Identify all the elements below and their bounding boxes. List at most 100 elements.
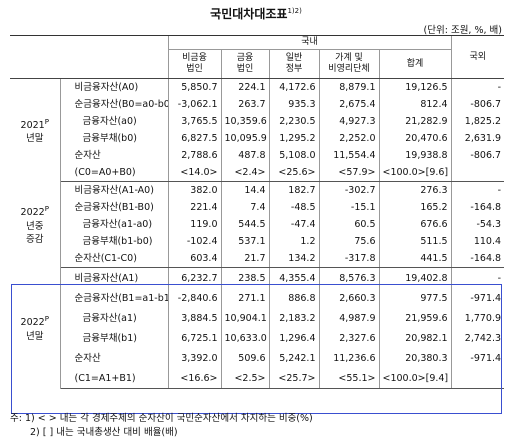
cell-value: <14.0> — [167, 164, 221, 182]
cell-value: 511.5 — [378, 233, 452, 250]
cell-value: 2,742.3 — [450, 328, 505, 348]
cell-value: 3,765.5 — [167, 113, 221, 130]
footnote-1: 주: 1) < > 내는 각 경제주체의 순자산이 국민순자산에서 차지하는 비… — [10, 413, 313, 424]
cell-value: <2.5> — [220, 368, 269, 389]
table-row: (C0=A0+B0) <14.0> <2.4> <25.6> <57.9> <100.0>… — [10, 164, 505, 182]
cell-value: 224.1 — [220, 78, 269, 96]
cell-value: 1.2 — [268, 233, 319, 250]
row-label: 금융자산(a0) — [82, 116, 137, 127]
header-foreign: 국외 — [450, 35, 505, 79]
cell-value: 263.7 — [220, 96, 269, 113]
cell-value: 2,631.9 — [450, 130, 505, 147]
cell-value: -47.4 — [268, 216, 319, 233]
table-title: 국민대차대조표1)2) — [210, 7, 302, 21]
cell-value: 119.0 — [167, 216, 221, 233]
cell-value: 3,884.5 — [167, 308, 221, 328]
cell-value: -102.4 — [167, 233, 221, 250]
cell-value: 2,675.4 — [318, 96, 379, 113]
cell-value: 2,327.6 — [318, 328, 379, 348]
cell-value: -164.8 — [450, 199, 505, 216]
table-row: 2022P 년말 비금융자산(A1) 6,232.7 238.5 4,355.4 8,576… — [10, 267, 505, 389]
table-row: 금융자산(a1) 3,884.5 10,904.1 2,183.2 4,987.9 21,… — [10, 308, 505, 328]
cell-value: 2,788.6 — [167, 147, 221, 164]
cell-value: 19,938.8 — [378, 147, 452, 164]
cell-value: -15.1 — [318, 199, 379, 216]
cell-value: -302.7 — [318, 181, 379, 199]
header-blank — [10, 35, 168, 79]
cell-value: 382.0 — [167, 181, 221, 199]
cell-value — [450, 164, 505, 182]
row-group-label: 2022P 년말 — [10, 267, 61, 389]
table-row: 순금융자산(B0=a0-b0) -3,062.1 263.7 935.3 2,675.4… — [10, 96, 505, 113]
cell-value: 3,392.0 — [167, 348, 221, 368]
cell-value: -806.7 — [450, 96, 505, 113]
cell-value: 10,904.1 — [220, 308, 269, 328]
cell-value: 4,355.4 — [268, 267, 319, 288]
cell-value: 11,236.6 — [318, 348, 379, 368]
table-row: 금융자산(a1-a0) 119.0 544.5 -47.4 60.5 676.6 -54.3 — [10, 216, 505, 233]
table-row: 순자산(C1-C0) 603.4 21.7 134.2 -317.8 441.5 -164.… — [10, 250, 505, 268]
header-col-0: 비금융 법인 — [167, 49, 221, 79]
cell-value: 60.5 — [318, 216, 379, 233]
cell-value: 1,825.2 — [450, 113, 505, 130]
row-label: 금융부채(b1-b0) — [82, 236, 153, 247]
cell-value: -48.5 — [268, 199, 319, 216]
table-row: 2021P 년말 비금융자산(A0) 5,850.7 224.1 4,172.6 8,879… — [10, 78, 505, 182]
cell-value: 134.2 — [268, 250, 319, 268]
cell-value: 10,095.9 — [220, 130, 269, 147]
table-row: 금융부채(b1-b0) -102.4 537.1 1.2 75.6 511.5 110.4 — [10, 233, 505, 250]
table-body: 2021P 년말 비금융자산(A0) 5,850.7 224.1 4,172.6 8,879… — [10, 78, 505, 389]
table-row: 순금융자산(B1=a1-b1) -2,840.6 271.1 886.8 2,660.3… — [10, 288, 505, 308]
cell-value: <25.7> — [268, 368, 319, 389]
table-row: 금융자산(a0) 3,765.5 10,359.6 2,230.5 4,927.3 21,… — [10, 113, 505, 130]
row-label: 순금융자산(B0=a0-b0) — [74, 99, 169, 110]
cell-value: 19,126.5 — [378, 78, 452, 96]
cell-value: 441.5 — [378, 250, 452, 268]
cell-value: <100.0>[9.6] — [378, 164, 452, 182]
cell-value: - — [450, 181, 505, 199]
cell-value: <57.9> — [318, 164, 379, 182]
cell-value: 2,252.0 — [318, 130, 379, 147]
cell-value: -971.4 — [450, 348, 505, 368]
cell-value: 6,232.7 — [167, 267, 221, 288]
row-label: 순자산 — [74, 352, 101, 364]
cell-value: 886.8 — [268, 288, 319, 308]
header-col-2: 일반 정부 — [268, 49, 319, 79]
row-label: 순자산 — [74, 150, 101, 161]
cell-value: 4,987.9 — [318, 308, 379, 328]
cell-value: -2,840.6 — [167, 288, 221, 308]
cell-value: 5,850.7 — [167, 78, 221, 96]
cell-value: 75.6 — [318, 233, 379, 250]
cell-value — [450, 368, 505, 389]
cell-value: <25.6> — [268, 164, 319, 182]
cell-value: 4,927.3 — [318, 113, 379, 130]
cell-value: 2,183.2 — [268, 308, 319, 328]
row-label: 금융자산(a1-a0) — [82, 219, 153, 230]
cell-value: 10,359.6 — [220, 113, 269, 130]
cell-value: 537.1 — [220, 233, 269, 250]
cell-value: -3,062.1 — [167, 96, 221, 113]
unit-label: (단위: 조원, %, 배) — [423, 25, 502, 36]
cell-value: 20,380.3 — [378, 348, 452, 368]
row-group-label: 2022P 년중 증감 — [10, 181, 61, 268]
footnote-2: 2) [ ] 내는 국내총생산 대비 배율(배) — [30, 427, 178, 438]
cell-value: 935.3 — [268, 96, 319, 113]
row-label: 순금융자산(B1=a1-b1) — [74, 292, 169, 304]
table-row: 순금융자산(B1-B0) 221.4 7.4 -48.5 -15.1 165.2 -164.… — [10, 199, 505, 216]
cell-value: 110.4 — [450, 233, 505, 250]
cell-value: -971.4 — [450, 288, 505, 308]
row-label: (C1=A1+B1) — [60, 368, 168, 389]
cell-value: 165.2 — [378, 199, 452, 216]
cell-value: 238.5 — [220, 267, 269, 288]
header-col-3: 가계 및 비영리단체 — [318, 49, 379, 79]
cell-value: 509.6 — [220, 348, 269, 368]
cell-value: 8,576.3 — [318, 267, 379, 288]
row-label: 금융자산(a1) — [82, 312, 137, 324]
table-row: 2022P 년중 증감 비금융자산(A1-A0) 382.0 14.4 182.7 -302.… — [10, 181, 505, 268]
cell-value: 19,402.8 — [378, 267, 452, 288]
cell-value: - — [450, 267, 505, 288]
cell-value: -54.3 — [450, 216, 505, 233]
table-row: 금융부채(b1) 6,725.1 10,633.0 1,296.4 2,327.6 20,… — [10, 328, 505, 348]
row-label: 비금융자산(A1-A0) — [74, 185, 154, 196]
cell-value: 276.3 — [378, 181, 452, 199]
